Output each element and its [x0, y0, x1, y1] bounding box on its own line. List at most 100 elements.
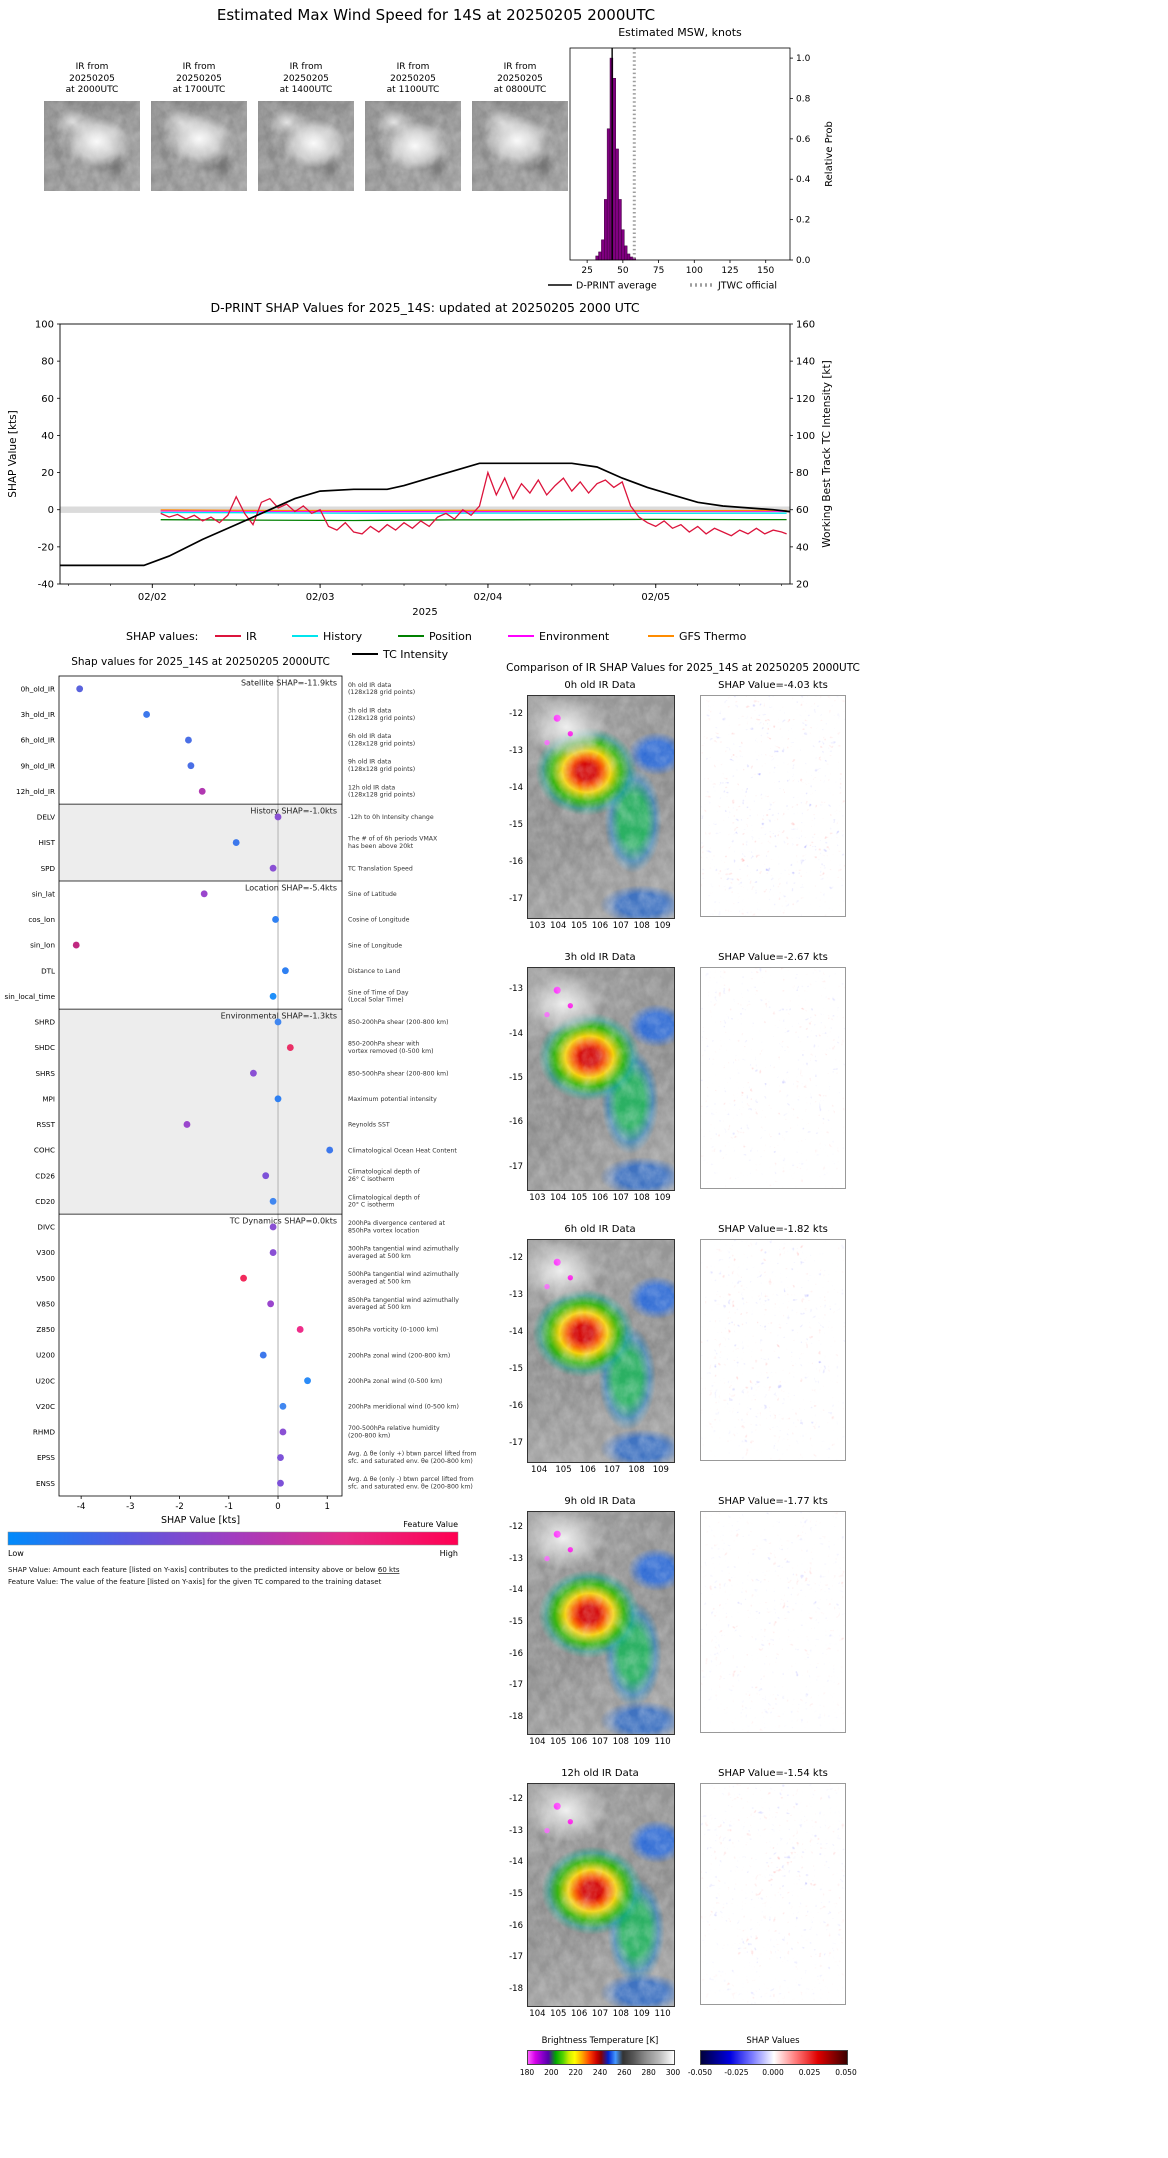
svg-text:Position: Position [429, 630, 472, 643]
shap-dot [183, 1121, 191, 1128]
bt-colorbar-tick: 300 [665, 2068, 681, 2077]
svg-text:Climatological depth of: Climatological depth of [348, 1194, 421, 1201]
shap-dot [269, 864, 277, 872]
shap-dot [286, 1044, 294, 1051]
svg-text:SHAP values:: SHAP values: [126, 630, 198, 643]
ir-map-title: 9h old IR Data [564, 1496, 636, 1507]
ir-thumbnail-block: IR from 20250205 at 0800UTC [472, 62, 568, 192]
ir-map [527, 1511, 675, 1735]
svg-text:26° C isotherm: 26° C isotherm [348, 1175, 395, 1183]
histogram-ylabel: Relative Prob [824, 121, 835, 187]
ir-map-ytick: -16 [509, 1920, 523, 1931]
feature-label: HIST [39, 838, 56, 847]
svg-text:700-500hPa relative humidity: 700-500hPa relative humidity [348, 1425, 440, 1432]
svg-text:100: 100 [35, 320, 54, 331]
timeseries-ylabel-right: Working Best Track TC Intensity [kt] [821, 360, 833, 547]
svg-text:(128x128 grid points): (128x128 grid points) [348, 740, 415, 747]
svg-text:100: 100 [796, 431, 815, 442]
shap-colorbar-title: SHAP Values [746, 2036, 800, 2046]
svg-text:60: 60 [41, 394, 54, 405]
svg-text:-12h to 0h Intensity change: -12h to 0h Intensity change [348, 814, 434, 821]
shap-dot [267, 1300, 275, 1308]
feature-annotation: Distance to Land [348, 968, 400, 975]
ir-map-xtick: 105 [571, 1193, 588, 1203]
svg-text:0.8: 0.8 [796, 94, 811, 104]
svg-text:140: 140 [796, 357, 815, 368]
shap-dot [187, 762, 195, 770]
ir-map-ytick: -14 [509, 1585, 523, 1596]
ir-map-xtick: 106 [571, 2009, 588, 2019]
feature-label: 12h_old_IR [16, 787, 55, 796]
svg-text:160: 160 [796, 320, 815, 331]
shap-map-title: SHAP Value=-1.82 kts [718, 1224, 828, 1235]
svg-text:TC Intensity: TC Intensity [382, 648, 449, 661]
series-ir-line [160, 470, 787, 537]
svg-text:02/05: 02/05 [641, 592, 670, 603]
svg-text:Maximum potential intensity: Maximum potential intensity [348, 1096, 437, 1103]
bt-colorbar-tick: 180 [519, 2068, 535, 2077]
ir-map-ytick: -12 [509, 1793, 523, 1804]
feature-label: cos_lon [28, 915, 55, 924]
svg-text:-2: -2 [175, 1502, 183, 1512]
svg-text:High: High [440, 1549, 458, 1558]
feature-label: V500 [36, 1274, 55, 1283]
shap-dot [262, 1172, 270, 1180]
shap-dot [274, 1095, 282, 1103]
shap-dot [269, 992, 277, 1000]
feature-label: CD20 [35, 1197, 55, 1206]
ir-map-ytick: -13 [509, 984, 523, 995]
shap-dot [279, 1402, 287, 1410]
feature-annotation: 3h old IR data(128x128 grid points) [348, 707, 415, 721]
ir-map-ytick: -12 [509, 1252, 523, 1263]
ir-map-xtick: 104 [531, 1465, 548, 1475]
shap-dot [185, 736, 192, 744]
bt-colorbar-tick: 240 [592, 2068, 608, 2077]
ir-map [527, 695, 675, 919]
ir-map-xtick: 106 [591, 921, 609, 931]
svg-text:Climatological depth of: Climatological depth of [348, 1169, 421, 1176]
svg-text:-20: -20 [38, 542, 54, 553]
svg-text:0.4: 0.4 [796, 175, 811, 185]
svg-text:02/04: 02/04 [474, 592, 503, 603]
ir-map-xtick: 108 [633, 1193, 650, 1203]
svg-text:300hPa tangential wind azimuth: 300hPa tangential wind azimuthally [348, 1246, 459, 1253]
feature-label: V300 [36, 1248, 55, 1257]
feature-label: SHDC [34, 1043, 55, 1052]
svg-text:-3: -3 [126, 1502, 134, 1512]
shap-dot [198, 787, 206, 795]
shap-colorbar-tick: 0.050 [835, 2068, 857, 2077]
feature-label: V850 [36, 1299, 55, 1308]
ir-map-ytick: -18 [509, 1712, 523, 1723]
svg-text:sfc. and saturated env. θe (20: sfc. and saturated env. θe (200-800 km) [348, 1484, 473, 1491]
svg-text:9h old IR data: 9h old IR data [348, 759, 391, 766]
page-title: Estimated Max Wind Speed for 14S at 2025… [216, 6, 656, 24]
svg-text:Avg. Δ θe (only +) btwn parcel: Avg. Δ θe (only +) btwn parcel lifted fr… [348, 1451, 477, 1458]
feature-annotation: 850-200hPa shear (200-800 km) [348, 1019, 449, 1026]
feature-annotation: 9h old IR data(128x128 grid points) [348, 759, 415, 773]
ir-map-title: 12h old IR Data [561, 1768, 639, 1779]
bt-colorbar-tick: 200 [544, 2068, 559, 2077]
ir-thumbnail-image [472, 101, 568, 192]
svg-text:Sine of Time of Day: Sine of Time of Day [348, 989, 409, 996]
ir-map-ytick: -15 [509, 1363, 523, 1374]
ir-map-xtick: 106 [579, 1465, 596, 1475]
feature-annotation: Cosine of Longitude [348, 917, 410, 924]
svg-text:0: 0 [48, 505, 54, 516]
shap-dot [259, 1351, 267, 1359]
timeseries-axes: -40 -20 0 20 40 60 80 100 20 40 60 80 100 120 140 160 02… [35, 320, 815, 604]
ir-thumbnail-image [258, 101, 354, 192]
svg-text:-1: -1 [225, 1502, 233, 1512]
svg-text:20: 20 [41, 468, 54, 479]
ir-map-ytick: -12 [509, 1521, 523, 1532]
svg-text:6h old IR data: 6h old IR data [348, 733, 391, 740]
thumbnail-label: IR from 20250205 at 0800UTC [493, 62, 547, 96]
series-position-line [160, 518, 787, 522]
ir-map-ytick: -14 [509, 1857, 523, 1868]
feature-annotation: 200hPa zonal wind (200-800 km) [348, 1352, 450, 1359]
thumbnail-label: IR from 20250205 at 1100UTC [386, 62, 440, 96]
feature-label: SHRD [35, 1018, 56, 1027]
dotplot-axes: -4 -3 -2 -1 0 1 [77, 1496, 330, 1512]
shap-map-title: SHAP Value=-4.03 kts [718, 680, 828, 691]
shap-dot [269, 1223, 277, 1231]
